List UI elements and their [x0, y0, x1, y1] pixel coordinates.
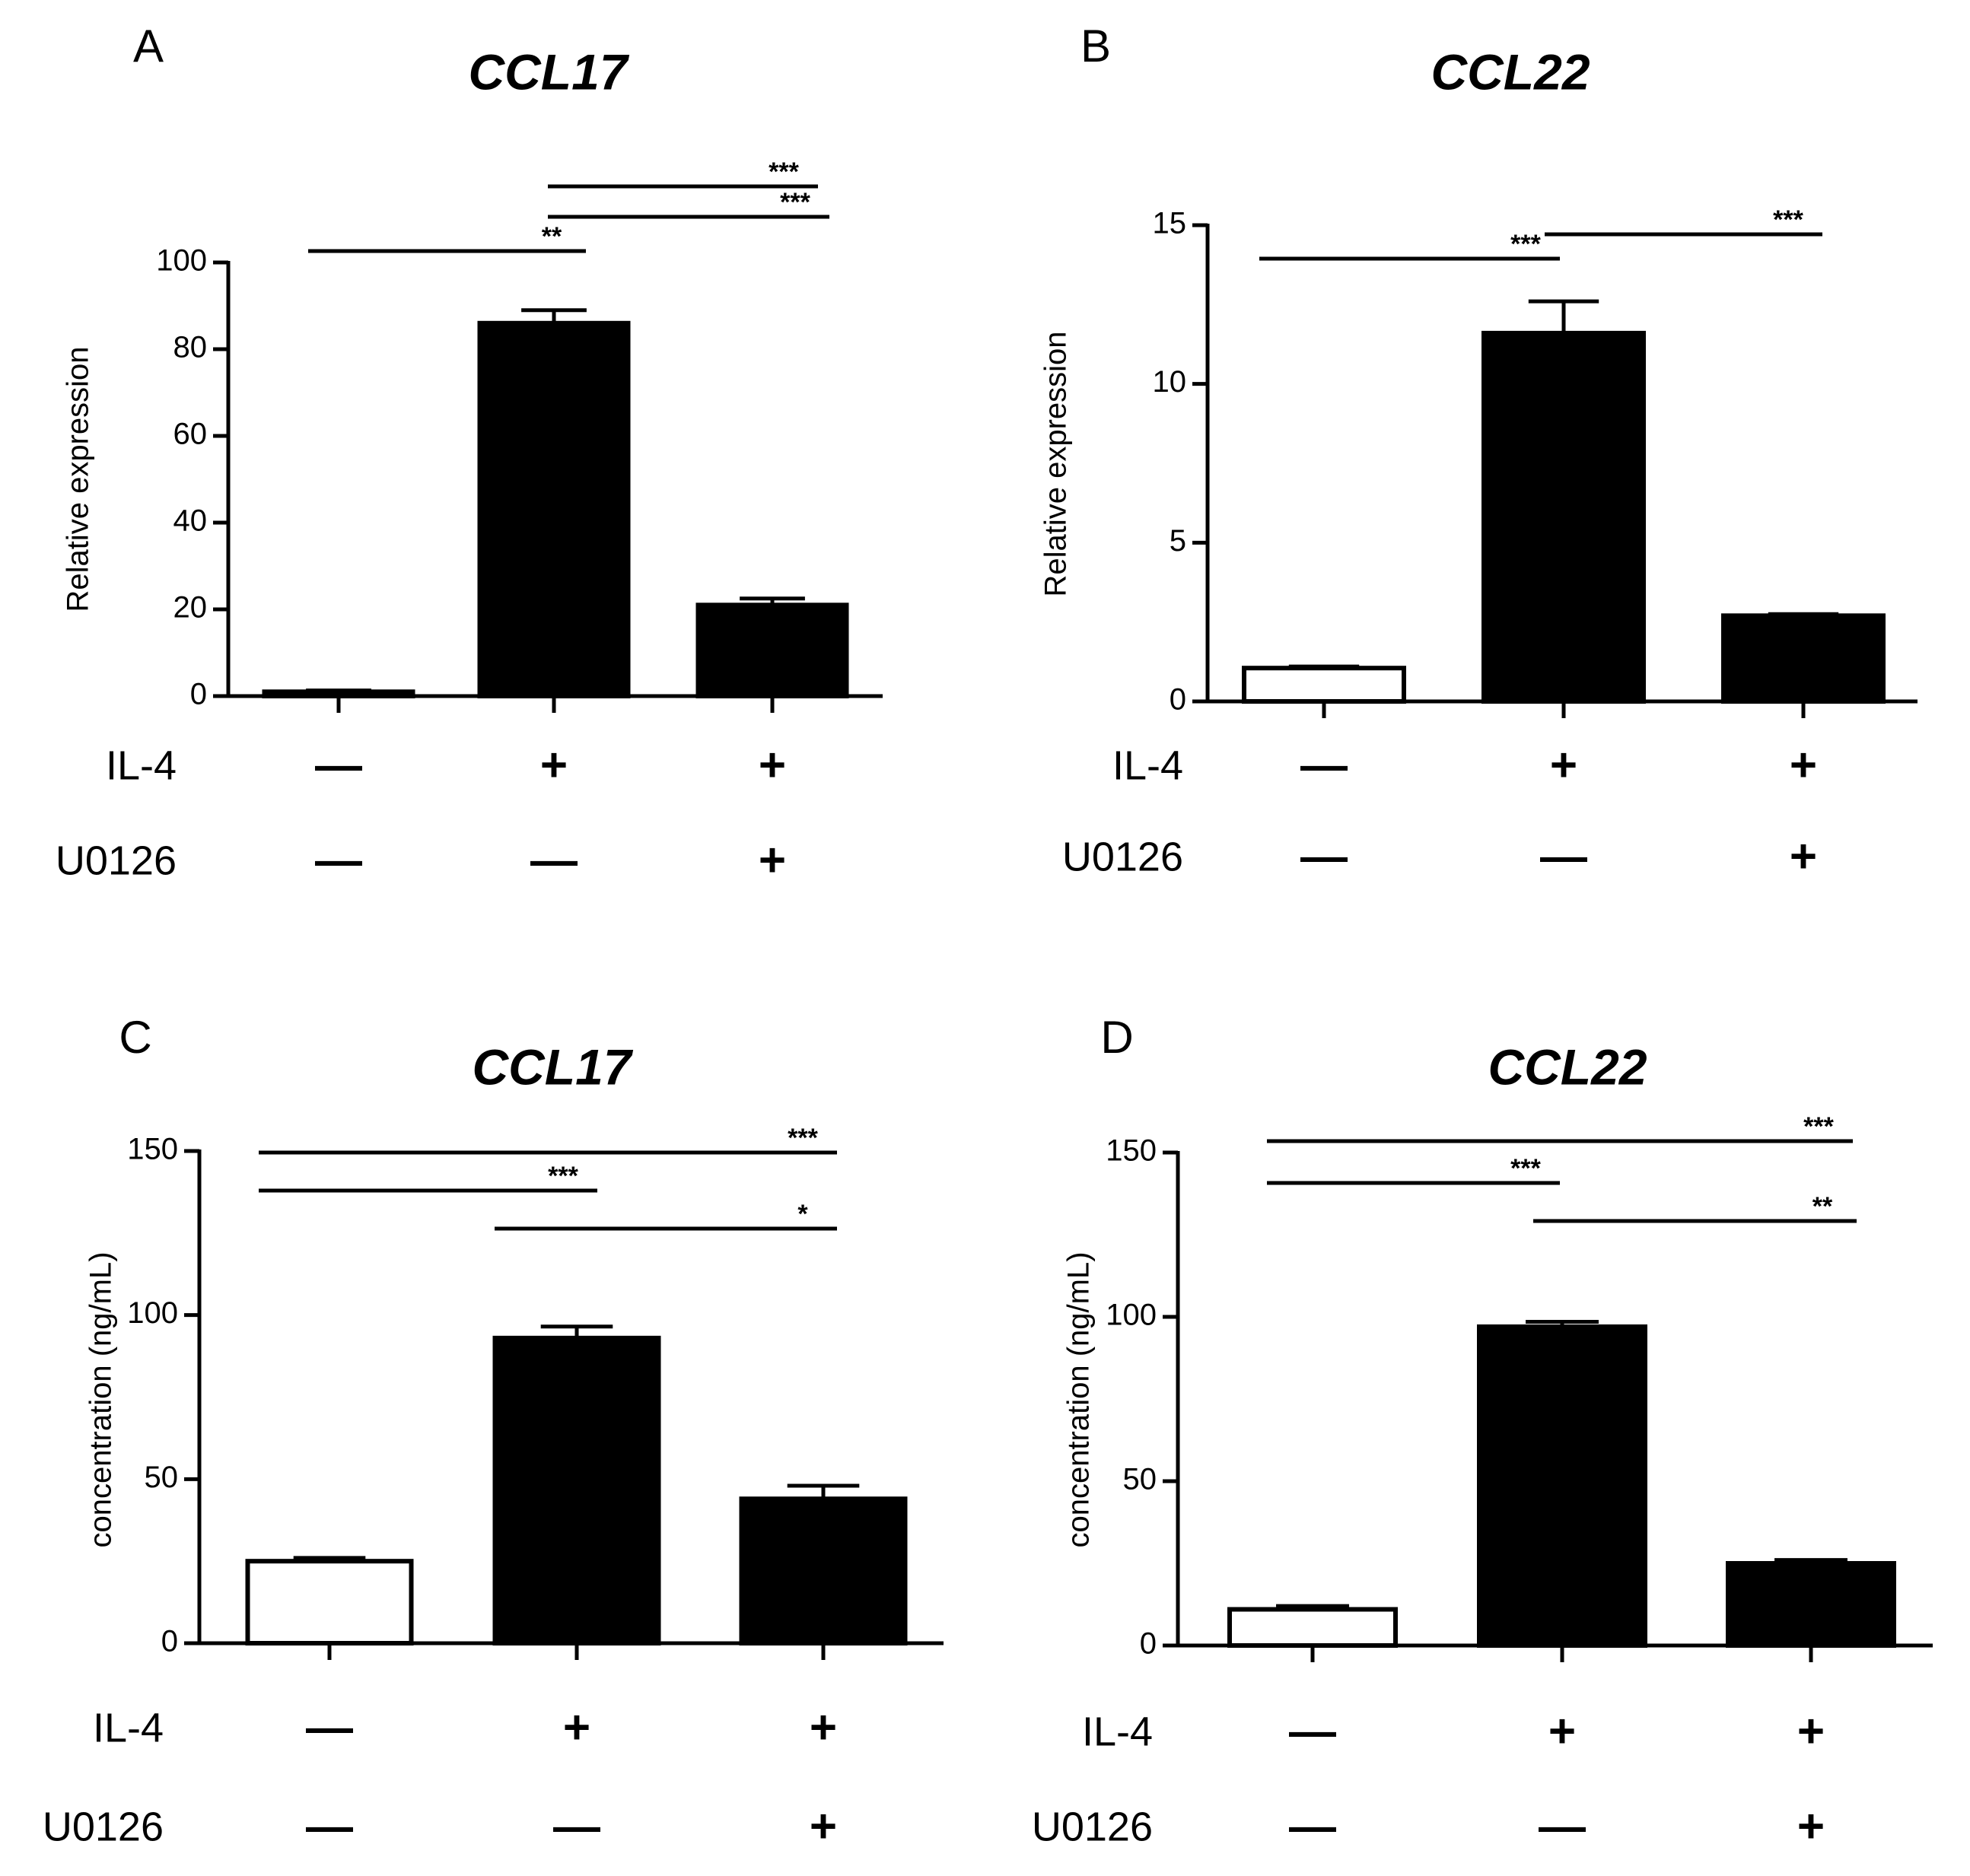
significance-label: ** [542, 222, 562, 251]
y-tick-label: 50 [145, 1461, 179, 1494]
condition-label: U0126 [1062, 834, 1183, 879]
panel-b: B CCL22 Relative expression 0 5 10 15 IL-4 — + + U0… [1039, 21, 1917, 882]
condition-label: U0126 [43, 1804, 164, 1849]
y-tick-label: 40 [173, 504, 208, 538]
panel-c: C CCL17 concentration (ng/mL) 0 50 100 150 IL-4… [43, 1012, 944, 1852]
significance-label: *** [1510, 1154, 1541, 1183]
condition-mark: + [810, 1800, 837, 1852]
y-tick-label: 150 [1106, 1134, 1157, 1168]
condition-mark: — [553, 1800, 600, 1852]
y-tick-label: 5 [1170, 524, 1186, 558]
significance-label: *** [1803, 1112, 1834, 1141]
condition-mark: — [306, 1701, 353, 1754]
condition-mark: + [563, 1701, 590, 1754]
y-tick-label: 100 [1106, 1299, 1157, 1332]
significance-label: *** [788, 1124, 818, 1153]
chart-title: CCL17 [468, 43, 629, 100]
condition-mark: + [759, 739, 786, 791]
significance-label: *** [1773, 205, 1803, 234]
y-tick-label: 0 [1140, 1627, 1157, 1661]
condition-mark: — [1300, 830, 1348, 882]
significance-label: * [797, 1200, 808, 1229]
y-tick-label: 80 [173, 331, 208, 364]
chart-title: CCL22 [1431, 43, 1590, 100]
condition-label: IL-4 [106, 742, 177, 788]
condition-mark: + [540, 739, 568, 791]
condition-mark: — [1539, 1800, 1586, 1852]
bar-3 [1721, 613, 1886, 704]
condition-mark: + [810, 1701, 837, 1754]
y-tick-label: 0 [190, 678, 207, 711]
panel-label: D [1100, 1012, 1133, 1063]
chart-title: CCL22 [1488, 1038, 1647, 1095]
bar-2 [1477, 1324, 1647, 1648]
condition-mark: + [1790, 830, 1817, 882]
significance-label: *** [1510, 230, 1541, 259]
y-axis-label: Relative expression [1039, 331, 1073, 596]
y-tick-label: 10 [1153, 365, 1187, 399]
bar-2 [492, 1335, 661, 1645]
condition-mark: — [1540, 830, 1587, 882]
condition-mark: + [1797, 1705, 1825, 1757]
y-tick-label: 0 [161, 1625, 178, 1658]
bar-3 [695, 603, 849, 698]
y-tick-label: 100 [156, 244, 207, 278]
condition-mark: — [315, 739, 362, 791]
chart-title: CCL17 [472, 1038, 633, 1095]
y-tick-label: 150 [127, 1133, 178, 1166]
bar-1 [245, 1559, 414, 1646]
significance-label: *** [548, 1162, 578, 1191]
condition-label: U0126 [1032, 1804, 1153, 1849]
panel-label: B [1080, 21, 1111, 72]
condition-mark: + [1550, 739, 1577, 791]
y-tick-label: 20 [173, 591, 208, 625]
bar-1 [1227, 1607, 1398, 1648]
condition-mark: — [1289, 1705, 1336, 1757]
bar-3 [739, 1496, 908, 1646]
condition-mark: + [759, 834, 786, 886]
panel-label: A [133, 21, 164, 72]
y-tick-label: 15 [1153, 207, 1187, 240]
y-axis-label: Relative expression [62, 346, 95, 612]
condition-mark: — [315, 834, 362, 886]
significance-label: ** [1812, 1192, 1833, 1221]
condition-label: IL-4 [1112, 742, 1183, 788]
condition-mark: + [1548, 1705, 1576, 1757]
significance-label: *** [769, 157, 799, 186]
condition-label: IL-4 [93, 1705, 164, 1750]
condition-mark: — [530, 834, 578, 886]
y-tick-label: 100 [127, 1296, 178, 1330]
y-tick-label: 50 [1123, 1463, 1157, 1496]
bar-1 [262, 689, 415, 698]
condition-mark: — [306, 1800, 353, 1852]
bar-3 [1726, 1561, 1896, 1648]
panel-d: D CCL22 concentration (ng/mL) 0 50 100 150 IL-4… [1032, 1012, 1933, 1852]
panel-label: C [119, 1012, 151, 1063]
y-axis-label: concentration (ng/mL) [84, 1251, 118, 1547]
panel-a: A CCL17 Relative expression 0 20 40 60 80 100 IL-… [56, 21, 883, 886]
y-axis-label: concentration (ng/mL) [1062, 1251, 1096, 1547]
condition-mark: + [1790, 739, 1817, 791]
condition-mark: + [1797, 1800, 1825, 1852]
condition-label: U0126 [56, 838, 177, 883]
y-tick-label: 0 [1170, 683, 1186, 717]
bar-1 [1242, 666, 1406, 704]
condition-label: IL-4 [1082, 1709, 1153, 1754]
y-tick-label: 60 [173, 418, 208, 451]
bar-2 [1481, 330, 1646, 704]
condition-mark: — [1300, 739, 1348, 791]
bar-2 [477, 320, 631, 698]
significance-label: *** [780, 188, 810, 217]
condition-mark: — [1289, 1800, 1336, 1852]
